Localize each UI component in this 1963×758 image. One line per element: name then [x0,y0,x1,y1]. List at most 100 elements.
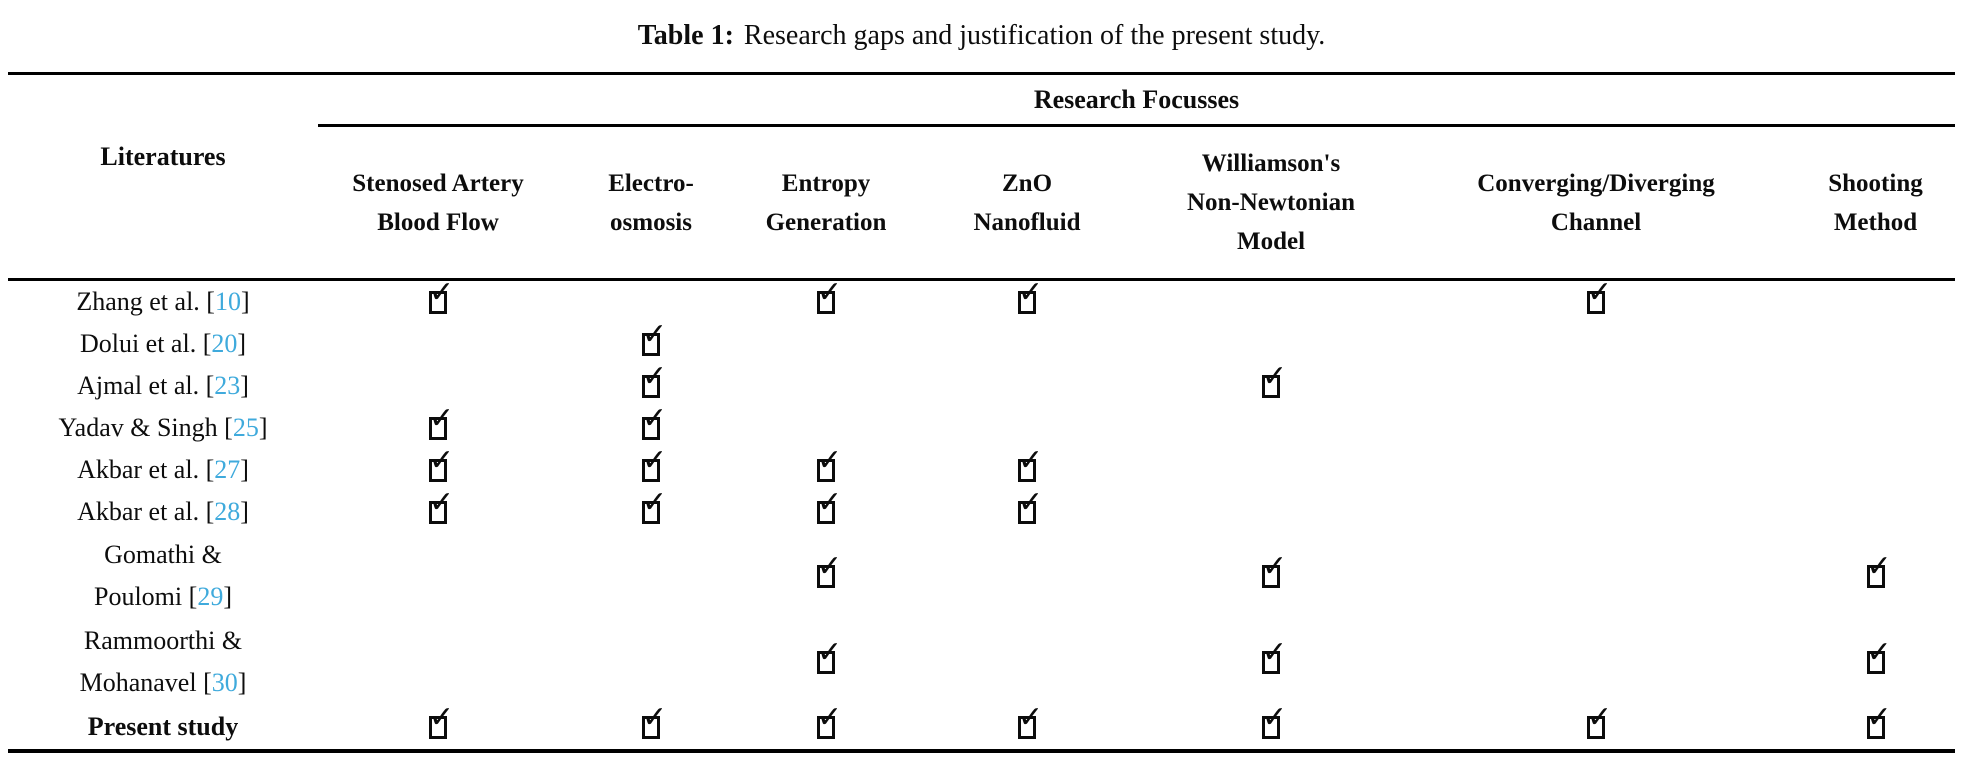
bracket-close: ] [237,329,247,358]
table-row: Gomathi & Poulomi [29] ✓ ✓ ✓ ✓ ✓ ✓ ✓ [8,533,1955,619]
bracket-open: [ [196,329,212,358]
checked-checkbox-icon: ✓ [429,445,454,482]
author-text: Dolui et al. [79,329,197,358]
check-tick-icon: ✓ [817,699,843,735]
citation-link[interactable]: 28 [214,497,241,526]
citation-link[interactable]: 30 [211,668,238,697]
check-cell: ✓ [318,651,558,674]
checked-checkbox-icon: ✓ [642,319,667,356]
row-label-line1: Rammoorthi & [83,626,243,655]
check-cell: ✓ [558,445,744,482]
checked-checkbox-icon: ✓ [817,277,842,314]
check-cell: ✓ [744,333,908,356]
checked-checkbox-icon: ✓ [817,637,842,674]
check-cell: ✓ [1146,501,1396,524]
check-tick-icon: ✓ [429,699,455,735]
table-caption-text: Research gaps and justification of the p… [743,20,1326,51]
checked-checkbox-icon: ✓ [429,403,454,440]
check-cell: ✓ [744,487,908,524]
bracket-open: [ [199,455,215,484]
row-label-main: Mohanavel [30] [8,662,318,704]
table-row: Akbar et al. [28] ✓ ✓ ✓ ✓ ✓ ✓ ✓ [8,487,1955,533]
row-label: Gomathi & Poulomi [29] [8,534,318,618]
check-cell: ✓ [558,702,744,739]
row-label: Yadav & Singh [25] [8,407,318,449]
bracket-close: ] [223,582,232,611]
check-cell: ✓ [318,333,558,356]
check-cell: ✓ [908,487,1146,524]
column-header-zno-nanofluid: ZnO Nanofluid [973,169,1081,236]
table-row: Zhang et al. [10] ✓ ✓ ✓ ✓ ✓ ✓ ✓ [8,274,1955,323]
check-tick-icon: ✓ [429,274,455,310]
check-tick-icon: ✓ [642,699,668,735]
bracket-close: ] [240,287,250,316]
column-header-stenosed-artery-blood-flow: Stenosed Artery Blood Flow [352,169,524,236]
checked-checkbox-icon: ✓ [1018,487,1043,524]
column-header-converging-diverging-channel: Converging/Diverging Channel [1477,169,1715,236]
check-cell: ✓ [1396,459,1796,482]
subheader-row: Stenosed Artery Blood Flow Electro- osmo… [318,127,1955,278]
checked-checkbox-icon: ✓ [1587,702,1612,739]
check-cell: ✓ [318,277,558,314]
check-cell: ✓ [1796,375,1955,398]
checked-checkbox-icon: ✓ [1866,702,1892,739]
row-label-main: Present study [8,706,318,748]
row-label-main: Poulomi [29] [8,576,318,618]
check-tick-icon: ✓ [1262,548,1288,584]
check-cell: ✓ [908,651,1146,674]
check-cell: ✓ [318,702,558,739]
author-text: Akbar et al. [77,497,200,526]
citation-link[interactable]: 20 [211,329,238,358]
checked-checkbox-icon: ✓ [429,702,454,739]
check-cell: ✓ [1396,501,1796,524]
check-cell: ✓ [1146,637,1396,674]
bracket-open: [ [196,668,212,697]
author-text: Present study [87,712,239,741]
check-cell: ✓ [908,565,1146,588]
bracket-close: ] [240,455,249,484]
checked-checkbox-icon: ✓ [642,361,667,398]
citation-link[interactable]: 23 [214,371,241,400]
citation-link[interactable]: 27 [214,455,241,484]
checked-checkbox-icon: ✓ [1018,702,1043,739]
row-label-main: Zhang et al. [10] [8,281,318,323]
check-cell: ✓ [1396,651,1796,674]
check-cell: ✓ [1796,333,1955,356]
research-focusses-group: Research Focusses Stenosed Artery Blood … [318,75,1955,278]
check-cell: ✓ [318,487,558,524]
row-label-main: Yadav & Singh [25] [8,407,318,449]
bracket-open: [ [199,497,215,526]
check-cell: ✓ [318,565,558,588]
check-tick-icon: ✓ [429,484,455,520]
author-text: Zhang et al. [76,287,200,316]
research-gaps-table: Literatures Research Focusses Stenosed A… [8,72,1955,753]
column-header-electro-osmosis: Electro- osmosis [608,169,694,236]
checked-checkbox-icon: ✓ [1018,445,1043,482]
checked-checkbox-icon: ✓ [642,403,667,440]
check-cell: ✓ [908,375,1146,398]
check-tick-icon: ✓ [817,548,843,584]
check-tick-icon: ✓ [1018,274,1044,310]
check-cell: ✓ [1146,417,1396,440]
checked-checkbox-icon: ✓ [1262,361,1287,398]
citation-link[interactable]: 29 [197,582,224,611]
check-cell: ✓ [744,551,908,588]
citation-link[interactable]: 10 [214,287,241,316]
row-label-main: Akbar et al. [27] [8,449,318,491]
bracket-open: [ [217,413,233,442]
author-text: Yadav & Singh [58,413,218,442]
bracket-close: ] [237,668,247,697]
check-cell: ✓ [1396,277,1796,314]
check-cell: ✓ [1146,361,1396,398]
check-cell: ✓ [1796,501,1955,524]
checked-checkbox-icon: ✓ [817,702,842,739]
bracket-close: ] [240,497,249,526]
column-header-shooting-method: Shooting Method [1828,169,1923,236]
author-text: Akbar et al. [77,455,200,484]
check-cell: ✓ [1146,551,1396,588]
citation-link[interactable]: 25 [232,413,259,442]
check-cell: ✓ [744,417,908,440]
checked-checkbox-icon: ✓ [1587,277,1612,314]
table-row: Present study ✓ ✓ ✓ ✓ ✓ ✓ ✓ [8,702,1955,749]
check-cell: ✓ [318,403,558,440]
